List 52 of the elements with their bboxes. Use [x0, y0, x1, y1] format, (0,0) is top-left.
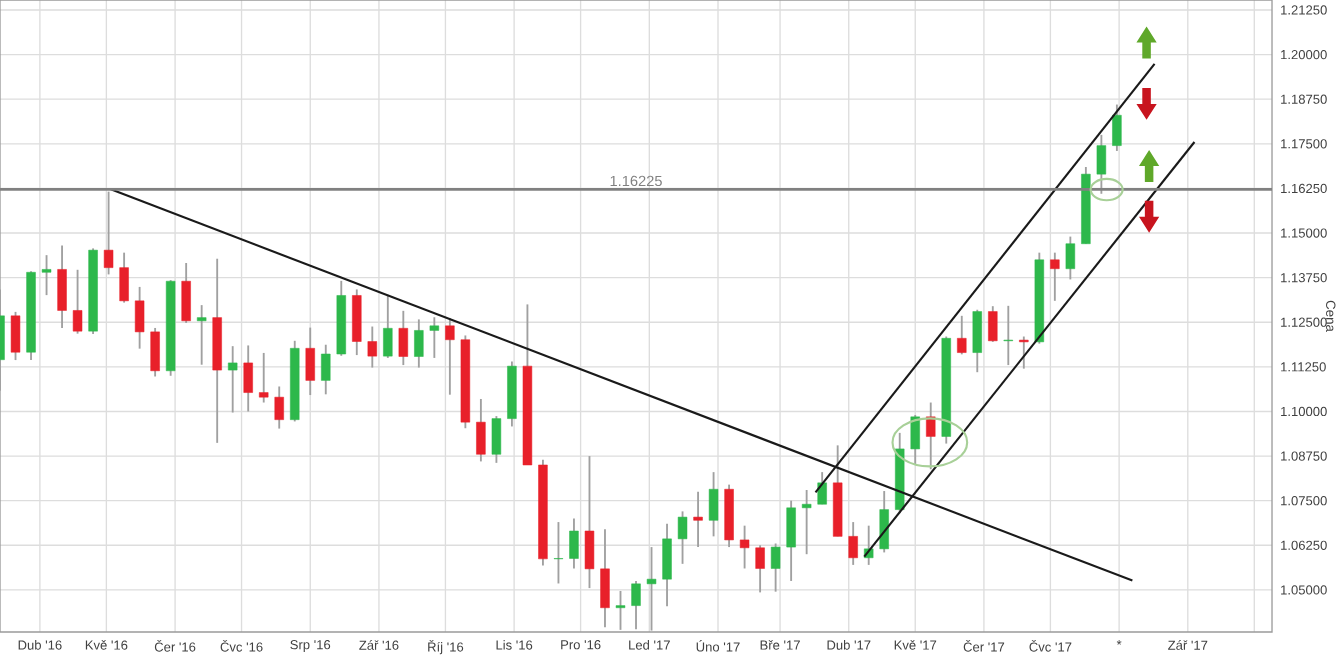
candlestick: [103, 190, 114, 276]
candlestick: [414, 318, 424, 369]
candlestick: [1019, 335, 1029, 370]
candlestick: [476, 398, 486, 463]
candlestick: [801, 489, 812, 556]
candlestick: [57, 244, 67, 329]
candlestick: [553, 521, 564, 585]
candlestick: [274, 385, 284, 430]
candlestick: [569, 517, 579, 570]
candlestick: [1003, 304, 1013, 367]
candlestick: [445, 317, 455, 396]
candlestick: [988, 305, 998, 343]
candlestick: [243, 344, 253, 413]
candlestick: [491, 415, 502, 464]
candlestick: [879, 490, 889, 554]
candlestick: [305, 326, 315, 396]
candlestick: [926, 401, 936, 471]
candlestick: [770, 542, 781, 593]
candlestick: [972, 308, 982, 374]
candlestick: [739, 524, 750, 570]
candlestick: [957, 314, 967, 356]
candlestick: [1050, 251, 1060, 302]
candlestick: [383, 293, 393, 359]
candlestick: [1112, 103, 1122, 152]
candlestick: [786, 499, 796, 582]
candlestick: [398, 309, 409, 367]
candlestick: [321, 343, 331, 396]
candlestick: [259, 351, 269, 404]
candlestick: [10, 310, 21, 362]
candlestick: [708, 471, 719, 538]
candlestick: [600, 528, 610, 629]
candlestick: [367, 325, 378, 369]
candlestick: [150, 327, 160, 378]
candlestick: [755, 544, 765, 594]
candlestick: [1065, 235, 1076, 281]
candlestick: [227, 345, 238, 414]
candlestick: [848, 521, 858, 566]
candlestick: [429, 316, 440, 359]
candlestick: [1096, 133, 1107, 195]
candlestick: [119, 251, 129, 304]
candlestick: [662, 522, 672, 608]
candlestick: [181, 262, 191, 324]
candlestick: [352, 288, 362, 357]
candlestick: [41, 254, 52, 297]
candlestick: [584, 455, 595, 590]
candlestick: [817, 471, 827, 506]
candlestick: [910, 414, 920, 466]
candlestick: [134, 285, 145, 350]
candlestick: [693, 490, 703, 549]
candlestick: [72, 268, 83, 335]
candlestick: [196, 304, 207, 366]
candlestick: [677, 510, 688, 565]
